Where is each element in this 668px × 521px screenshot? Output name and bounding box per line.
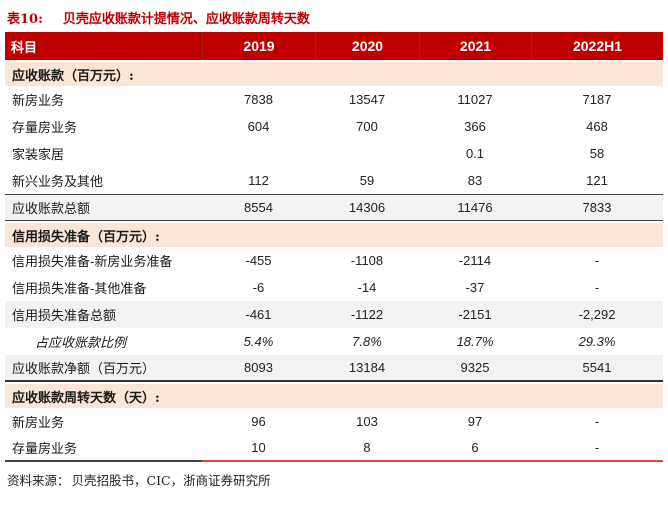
cell-value: 5541 bbox=[531, 355, 663, 382]
cell-value: -461 bbox=[202, 301, 315, 328]
cell-value: 700 bbox=[356, 119, 378, 134]
cell-value: 9325 bbox=[419, 355, 531, 382]
cell-value: -14 bbox=[357, 280, 377, 295]
table-title: 表10: 贝壳应收账款计提情况、应收账款周转天数 bbox=[0, 0, 668, 32]
row-label: 信用损失准备-其他准备 bbox=[12, 282, 147, 297]
cell-value: 8 bbox=[315, 435, 419, 462]
total-row-receivables: 应收账款总额 8554 14306 11476 7833 bbox=[5, 194, 663, 221]
cell-value: 6 bbox=[419, 435, 531, 462]
cell-value bbox=[202, 140, 315, 167]
cell-value: 7838 bbox=[244, 92, 273, 107]
cell-value: -6 bbox=[252, 280, 265, 295]
section-row-credit-loss: 信用损失准备（百万元）: bbox=[5, 221, 663, 247]
section-label: 信用损失准备（百万元）: bbox=[5, 221, 663, 247]
cell-value: - bbox=[594, 280, 600, 295]
cell-value: 13547 bbox=[348, 92, 386, 107]
row-label: 占应收账款比例 bbox=[35, 336, 127, 351]
cell-value: 8093 bbox=[202, 355, 315, 382]
cell-value: -1122 bbox=[315, 301, 419, 328]
cell-value: - bbox=[594, 253, 600, 268]
row-label: 家装家居 bbox=[12, 148, 65, 163]
net-receivables-row: 应收账款净额（百万元） 8093 13184 9325 5541 bbox=[5, 355, 663, 382]
cell-value: 112 bbox=[248, 173, 269, 188]
cell-value: 11476 bbox=[419, 194, 531, 221]
table-title-text: 贝壳应收账款计提情况、应收账款周转天数 bbox=[62, 12, 310, 27]
cell-value: 11027 bbox=[457, 92, 493, 107]
row-label: 信用损失准备-新房业务准备 bbox=[12, 255, 173, 270]
row-label: 存量房业务 bbox=[12, 121, 78, 136]
cell-value: 7187 bbox=[582, 92, 612, 107]
table-row: 信用损失准备-新房业务准备 -455 -1108 -2114 - bbox=[5, 247, 663, 274]
column-header-2019: 2019 bbox=[202, 32, 315, 60]
cell-value: 10 bbox=[202, 435, 315, 462]
cell-value: 18.7% bbox=[456, 334, 494, 349]
cell-value: 5.4% bbox=[243, 334, 274, 349]
cell-value: 29.3% bbox=[578, 334, 616, 349]
cell-value: 13184 bbox=[315, 355, 419, 382]
table-row: 新房业务 7838 13547 11027 7187 bbox=[5, 86, 663, 113]
cell-value: -2,292 bbox=[531, 301, 663, 328]
ratio-row: 占应收账款比例 5.4% 7.8% 18.7% 29.3% bbox=[5, 328, 663, 355]
cell-value: 14306 bbox=[315, 194, 419, 221]
cell-value: 83 bbox=[467, 173, 483, 188]
cell-value: 366 bbox=[464, 119, 486, 134]
row-label: 信用损失准备总额 bbox=[5, 301, 202, 328]
cell-value: 96 bbox=[251, 414, 266, 429]
section-row-receivables: 应收账款（百万元）: bbox=[5, 60, 663, 86]
receivables-table: 科目 2019 2020 2021 2022H1 应收账款（百万元）: 新房业务… bbox=[5, 32, 663, 462]
source-text: 贝壳招股书，CIC，浙商证券研究所 bbox=[71, 473, 271, 488]
column-header-2021: 2021 bbox=[419, 32, 531, 60]
cell-value: 8554 bbox=[202, 194, 315, 221]
cell-value: -1108 bbox=[350, 253, 384, 268]
cell-value: 7833 bbox=[531, 194, 663, 221]
cell-value: - bbox=[594, 414, 600, 429]
cell-value: -2151 bbox=[419, 301, 531, 328]
table-row: 家装家居 0.1 58 bbox=[5, 140, 663, 167]
total-row-credit-loss: 信用损失准备总额 -461 -1122 -2151 -2,292 bbox=[5, 301, 663, 328]
row-label: 应收账款总额 bbox=[5, 194, 202, 221]
cell-value: 58 bbox=[589, 146, 605, 161]
cell-value: 121 bbox=[586, 173, 608, 188]
column-header-2020: 2020 bbox=[315, 32, 419, 60]
section-row-turnover-days: 应收账款周转天数（天）: bbox=[5, 382, 663, 408]
table-row: 新兴业务及其他 112 59 83 121 bbox=[5, 167, 663, 194]
column-header-subject: 科目 bbox=[5, 32, 202, 60]
header-row: 科目 2019 2020 2021 2022H1 bbox=[5, 32, 663, 60]
table-row: 新房业务 96 103 97 - bbox=[5, 408, 663, 435]
table-row: 存量房业务 10 8 6 - bbox=[5, 435, 663, 462]
cell-value: 604 bbox=[247, 119, 270, 134]
row-label: 存量房业务 bbox=[5, 435, 202, 462]
row-label: 新房业务 bbox=[12, 94, 65, 109]
cell-value: -37 bbox=[465, 280, 485, 295]
cell-value: 103 bbox=[356, 414, 378, 429]
table-row: 存量房业务 604 700 366 468 bbox=[5, 113, 663, 140]
table-row: 信用损失准备-其他准备 -6 -14 -37 - bbox=[5, 274, 663, 301]
column-header-2022h1: 2022H1 bbox=[531, 32, 663, 60]
row-label: 新兴业务及其他 bbox=[12, 175, 104, 190]
row-label: 新房业务 bbox=[12, 416, 65, 431]
cell-value: 468 bbox=[586, 119, 608, 134]
cell-value: 0.1 bbox=[465, 146, 485, 161]
table-number: 表10: bbox=[7, 12, 43, 27]
cell-value: 97 bbox=[467, 414, 483, 429]
cell-value: 7.8% bbox=[352, 334, 382, 349]
cell-value: -2114 bbox=[458, 253, 492, 268]
row-label: 应收账款净额（百万元） bbox=[5, 355, 202, 382]
source-note: 资料来源： 贝壳招股书，CIC，浙商证券研究所 bbox=[7, 470, 668, 489]
cell-value: 59 bbox=[359, 173, 375, 188]
section-label: 应收账款（百万元）: bbox=[5, 60, 663, 86]
section-label: 应收账款周转天数（天）: bbox=[5, 382, 663, 408]
cell-value: -455 bbox=[245, 253, 272, 268]
cell-value bbox=[315, 140, 419, 167]
cell-value: - bbox=[531, 435, 663, 462]
source-label: 资料来源： bbox=[7, 473, 70, 488]
